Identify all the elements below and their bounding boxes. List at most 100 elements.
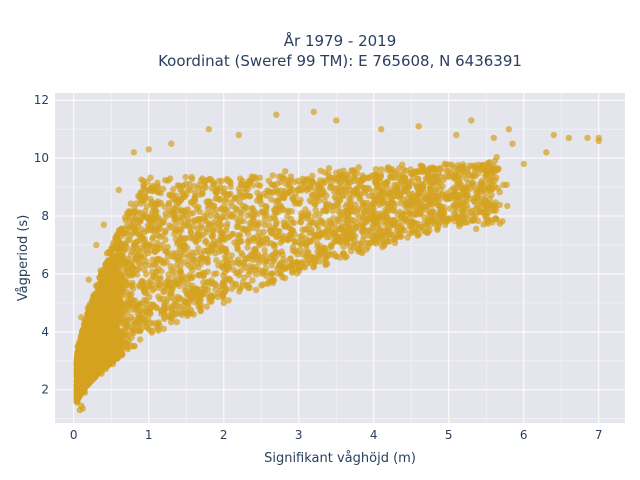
data-point bbox=[297, 219, 305, 226]
data-point bbox=[150, 301, 157, 309]
data-point bbox=[106, 326, 113, 333]
data-point bbox=[85, 351, 92, 359]
data-point bbox=[217, 222, 224, 230]
data-point bbox=[291, 200, 299, 207]
data-point bbox=[143, 271, 150, 278]
data-point bbox=[321, 207, 328, 214]
data-point bbox=[212, 286, 219, 293]
data-point bbox=[248, 250, 255, 258]
data-point bbox=[334, 216, 342, 223]
data-point bbox=[263, 203, 270, 211]
data-point bbox=[470, 211, 477, 218]
data-point bbox=[350, 241, 357, 248]
data-point bbox=[116, 302, 123, 309]
data-point bbox=[391, 168, 399, 175]
data-point bbox=[174, 293, 181, 301]
data-point bbox=[438, 191, 446, 198]
data-point bbox=[387, 173, 394, 180]
data-point bbox=[118, 226, 125, 234]
data-point bbox=[203, 210, 210, 218]
data-point bbox=[111, 322, 119, 329]
data-point bbox=[275, 197, 282, 204]
data-point bbox=[255, 259, 262, 266]
data-point bbox=[299, 260, 306, 267]
data-point bbox=[184, 309, 191, 316]
data-point bbox=[155, 325, 162, 332]
x-axis-title: Signifikant våghöjd (m) bbox=[264, 451, 416, 466]
data-point bbox=[161, 315, 168, 322]
data-point bbox=[85, 380, 93, 388]
data-point bbox=[81, 325, 88, 332]
data-point bbox=[294, 177, 302, 185]
data-point bbox=[172, 301, 179, 308]
data-point bbox=[496, 220, 504, 227]
data-point bbox=[457, 215, 464, 222]
data-point bbox=[126, 291, 133, 298]
data-point bbox=[174, 240, 181, 247]
data-point bbox=[204, 259, 211, 266]
data-point bbox=[490, 134, 497, 142]
data-point bbox=[238, 181, 245, 189]
data-point bbox=[256, 197, 264, 204]
data-point bbox=[492, 207, 500, 214]
data-point bbox=[165, 280, 172, 287]
data-point bbox=[230, 266, 237, 274]
data-point bbox=[303, 240, 310, 247]
data-point bbox=[487, 176, 494, 183]
data-point bbox=[224, 220, 231, 227]
data-point bbox=[425, 169, 432, 177]
data-point bbox=[340, 230, 347, 237]
data-point bbox=[171, 272, 178, 279]
y-axis-title: Vågperiod (s) bbox=[16, 215, 31, 302]
data-point bbox=[130, 149, 137, 156]
data-point bbox=[437, 208, 444, 215]
data-point bbox=[278, 263, 286, 271]
data-point bbox=[75, 354, 82, 361]
data-point bbox=[239, 282, 246, 289]
data-point bbox=[493, 153, 500, 161]
data-point bbox=[270, 213, 277, 221]
data-point bbox=[233, 194, 240, 202]
data-point bbox=[406, 202, 414, 209]
data-point bbox=[145, 146, 152, 153]
data-point bbox=[130, 209, 137, 217]
data-point bbox=[489, 167, 496, 174]
data-point bbox=[268, 277, 275, 285]
data-point bbox=[314, 240, 321, 247]
data-point bbox=[299, 186, 306, 193]
data-point bbox=[335, 235, 342, 243]
data-point bbox=[182, 284, 189, 292]
data-point bbox=[338, 211, 346, 218]
data-point bbox=[100, 275, 108, 282]
data-point bbox=[289, 195, 296, 202]
data-point bbox=[236, 232, 244, 239]
data-point bbox=[327, 220, 335, 227]
x-tick-label: 2 bbox=[220, 428, 228, 442]
data-point bbox=[344, 200, 351, 208]
data-point bbox=[438, 213, 445, 220]
data-point bbox=[411, 198, 418, 205]
data-point bbox=[160, 325, 167, 333]
data-point bbox=[157, 217, 165, 225]
data-point bbox=[193, 249, 200, 256]
data-point bbox=[452, 176, 460, 183]
data-point bbox=[164, 253, 172, 260]
data-point bbox=[93, 358, 101, 365]
y-tick-label: 4 bbox=[41, 325, 49, 339]
data-point bbox=[238, 267, 245, 274]
data-point bbox=[351, 189, 358, 196]
data-point bbox=[323, 234, 331, 241]
data-point bbox=[307, 217, 314, 224]
data-point bbox=[364, 184, 371, 192]
data-point bbox=[427, 200, 434, 207]
data-point bbox=[360, 227, 367, 234]
data-point bbox=[361, 209, 368, 216]
data-point bbox=[337, 224, 345, 231]
data-point bbox=[169, 284, 176, 291]
data-point bbox=[98, 322, 105, 329]
data-point bbox=[273, 111, 280, 118]
data-point bbox=[401, 215, 409, 222]
data-point bbox=[312, 206, 319, 214]
data-point bbox=[435, 222, 442, 230]
data-point bbox=[341, 216, 348, 223]
